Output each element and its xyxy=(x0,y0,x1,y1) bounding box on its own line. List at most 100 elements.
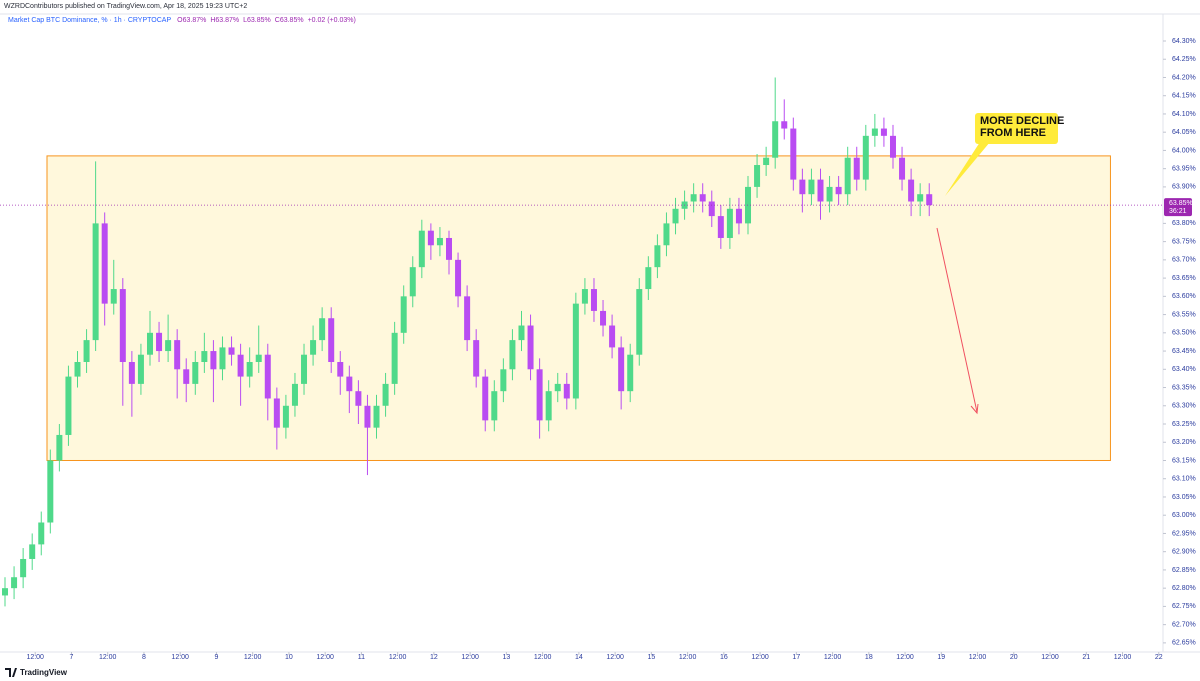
candle-body xyxy=(745,186,752,224)
candle xyxy=(473,329,480,388)
candle-body xyxy=(880,128,887,136)
x-tick-label: 12:00 xyxy=(969,654,987,661)
candle xyxy=(128,351,135,417)
x-tick-label: 12:00 xyxy=(606,654,624,661)
countdown: 36:21 xyxy=(1169,208,1187,215)
candle-body xyxy=(273,398,280,428)
candle-body xyxy=(690,194,697,202)
candle-body xyxy=(346,376,353,392)
candle-body xyxy=(301,354,308,384)
candle xyxy=(853,146,860,191)
candle-body xyxy=(319,318,326,341)
candle xyxy=(464,285,471,352)
candle xyxy=(554,372,561,403)
candle-body xyxy=(835,186,842,195)
y-tick-label: 63.60% xyxy=(1172,293,1196,300)
candle xyxy=(908,168,915,217)
candle-body xyxy=(708,201,715,217)
candle-body xyxy=(364,405,371,428)
candle-body xyxy=(772,121,779,158)
candle-body xyxy=(590,289,597,311)
x-tick-label: 16 xyxy=(720,654,728,661)
candle-body xyxy=(808,179,815,195)
candle xyxy=(726,197,733,249)
candle xyxy=(500,358,507,403)
candle xyxy=(83,329,90,373)
candle xyxy=(899,146,906,191)
ohlc-label: H63.87% xyxy=(210,17,239,24)
candle xyxy=(844,146,851,206)
x-tick-label: 12 xyxy=(430,654,438,661)
candle xyxy=(20,548,27,589)
candle-body xyxy=(781,121,788,129)
y-tick-label: 63.10% xyxy=(1172,476,1196,483)
candle xyxy=(545,380,552,432)
y-tick-label: 63.90% xyxy=(1172,184,1196,191)
candle-body xyxy=(246,362,253,377)
y-tick-label: 63.65% xyxy=(1172,275,1196,282)
candle-body xyxy=(464,296,471,341)
candle xyxy=(609,314,616,359)
y-tick-label: 64.15% xyxy=(1172,93,1196,100)
candle-body xyxy=(146,332,153,355)
candle-body xyxy=(391,332,398,384)
candle-body xyxy=(763,157,770,166)
y-tick-label: 62.70% xyxy=(1172,621,1196,628)
candle-body xyxy=(790,128,797,180)
candle-body xyxy=(382,383,389,406)
callout-line: MORE DECLINE xyxy=(980,115,1064,127)
candle-body xyxy=(119,289,126,362)
publisher-header: WZRDContributors published on TradingVie… xyxy=(4,3,247,10)
x-tick-label: 8 xyxy=(142,654,146,661)
x-tick-label: 12:00 xyxy=(751,654,769,661)
x-tick-label: 17 xyxy=(792,654,800,661)
candle xyxy=(690,183,697,213)
candle-body xyxy=(799,179,806,195)
candle xyxy=(717,205,724,249)
candle xyxy=(917,183,924,217)
candle xyxy=(436,227,443,257)
candle xyxy=(790,117,797,191)
x-tick-label: 12:00 xyxy=(99,654,117,661)
candle-body xyxy=(754,165,761,187)
candle xyxy=(427,223,434,260)
candle xyxy=(518,310,525,352)
candle-body xyxy=(545,391,552,421)
y-tick-label: 63.40% xyxy=(1172,366,1196,373)
candle-body xyxy=(817,179,824,202)
candle-body xyxy=(165,340,172,352)
candle xyxy=(627,343,634,403)
y-tick-label: 62.95% xyxy=(1172,530,1196,537)
candle-body xyxy=(47,460,54,523)
y-tick-label: 64.10% xyxy=(1172,111,1196,118)
candle xyxy=(174,329,181,399)
candle-body xyxy=(554,383,561,392)
candle-body xyxy=(337,362,344,377)
x-tick-label: 12:00 xyxy=(679,654,697,661)
candle-body xyxy=(92,223,99,341)
candle-body xyxy=(600,310,607,326)
y-tick-label: 64.20% xyxy=(1172,74,1196,81)
ohlc-label: C63.85% xyxy=(275,17,304,24)
x-tick-label: 18 xyxy=(865,654,873,661)
candle xyxy=(364,394,371,476)
callout-line: FROM HERE xyxy=(980,127,1046,139)
symbol-legend: Market Cap BTC Dominance, % · 1h · CRYPT… xyxy=(8,17,171,24)
x-tick-label: 12:00 xyxy=(389,654,407,661)
candle-body xyxy=(110,289,117,304)
candle-body xyxy=(183,369,190,384)
x-tick-label: 12:00 xyxy=(316,654,334,661)
candle-body xyxy=(201,351,208,362)
candle-body xyxy=(418,230,425,268)
y-tick-label: 63.55% xyxy=(1172,311,1196,318)
candle xyxy=(192,351,199,395)
candle-body xyxy=(101,223,108,304)
candle xyxy=(926,183,933,217)
brand: TradingView xyxy=(20,668,68,677)
candle xyxy=(255,325,262,373)
candle-body xyxy=(409,267,416,297)
candle xyxy=(418,219,425,279)
candle xyxy=(74,351,81,388)
candle xyxy=(636,278,643,366)
brand-logo: TradingView xyxy=(5,668,68,677)
